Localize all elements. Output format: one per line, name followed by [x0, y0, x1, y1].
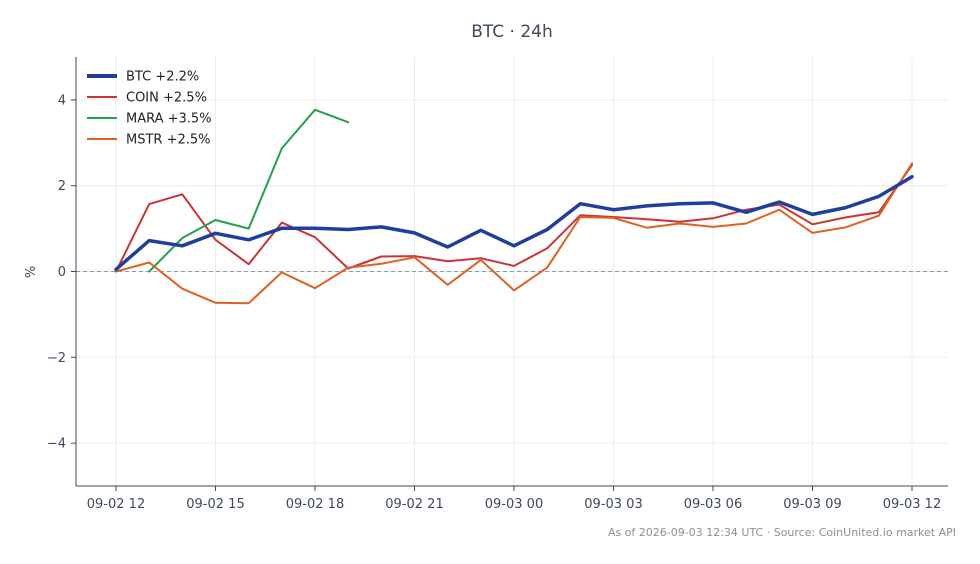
x-tick-label: 09-03 12	[883, 497, 941, 512]
x-tick-label: 09-03 00	[485, 497, 543, 512]
x-tick-label: 09-03 03	[584, 497, 642, 512]
legend: BTC +2.2% COIN +2.5% MARA +3.5% MSTR +2.5%	[87, 70, 212, 148]
legend-label-mara: MARA +3.5%	[126, 112, 212, 127]
x-axis-ticks: 09-02 12 09-02 15 09-02 18 09-02 21 09-03 00…	[87, 486, 941, 512]
y-axis-label: %	[24, 266, 39, 278]
x-tick-label: 09-02 18	[286, 497, 344, 512]
legend-label-coin: COIN +2.5%	[126, 91, 207, 106]
y-tick-label: 2	[58, 179, 66, 194]
x-tick-label: 09-02 15	[186, 497, 244, 512]
series-lines	[114, 108, 914, 305]
x-tick-label: 09-03 09	[783, 497, 841, 512]
x-tick-label: 09-03 06	[684, 497, 742, 512]
grid	[76, 57, 948, 486]
legend-label-mstr: MSTR +2.5%	[126, 133, 211, 148]
x-tick-label: 09-02 12	[87, 497, 145, 512]
chart-title: BTC · 24h	[471, 22, 553, 42]
y-axis-ticks: −4 −2 0 2 4	[47, 93, 76, 452]
x-tick-label: 09-02 21	[385, 497, 443, 512]
series-line-mara	[148, 108, 350, 273]
y-tick-label: −2	[47, 351, 66, 366]
source-footnote: As of 2026-09-03 12:34 UTC · Source: Coi…	[607, 526, 956, 539]
y-tick-label: −4	[47, 437, 66, 452]
y-tick-label: 0	[58, 265, 66, 280]
legend-label-btc: BTC +2.2%	[126, 70, 199, 85]
y-tick-label: 4	[58, 93, 66, 108]
series-line-btc	[114, 174, 914, 272]
series-line-mstr	[115, 162, 913, 305]
series-line-coin	[115, 164, 913, 273]
